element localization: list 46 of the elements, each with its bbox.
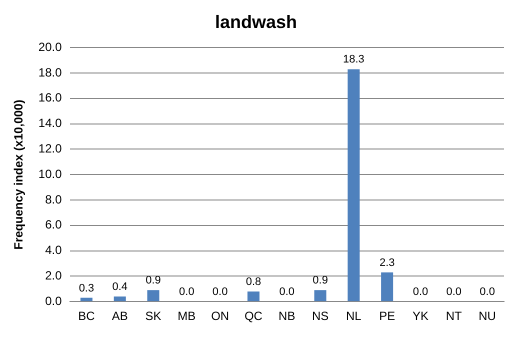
y-tick-label: 4.0 [45,243,62,258]
x-tick-label: ON [211,309,230,324]
bar [147,290,160,302]
chart-title: landwash [214,12,298,32]
y-tick-label: 16.0 [38,90,62,105]
y-tick-label: 2.0 [45,268,62,283]
data-label: 0.0 [412,286,428,298]
data-label: 0.8 [246,276,262,288]
x-tick-label: QC [244,309,263,324]
data-label: 0.0 [212,286,228,298]
x-tick-label: MB [178,309,196,324]
y-tick-label: 10.0 [38,166,62,181]
x-tick-label: NS [312,309,329,324]
x-tick-label: BC [78,309,96,324]
data-label: 0.0 [480,286,495,298]
y-tick-label: 20.0 [38,40,62,54]
y-tick-label: 6.0 [45,218,62,232]
x-tick-label: YK [412,309,428,324]
y-tick-label: 14.0 [38,116,62,130]
x-tick-label: SK [145,309,162,324]
bar [247,291,260,302]
x-tick-label: NT [446,309,463,324]
y-tick-label: 12.0 [38,142,62,156]
data-label: 0.0 [279,286,295,298]
bar [80,298,92,302]
data-label: 2.3 [379,256,395,269]
y-axis-title: Frequency index (x10,000) [12,100,26,250]
bar [348,69,360,302]
bar [381,272,394,302]
data-label: 0.9 [146,274,161,287]
x-tick-label: NL [346,309,362,324]
x-tick-label: AB [112,309,128,324]
x-tick-label: PE [379,309,396,324]
data-label: 0.3 [78,282,94,294]
x-tick-label: NB [278,309,296,324]
y-tick-label: 18.0 [38,65,62,80]
x-tick-label: NU [478,309,496,324]
data-label: 0.9 [312,274,328,287]
y-tick-label: 8.0 [45,192,62,206]
data-label: 0.4 [112,281,128,294]
bar [314,290,326,302]
data-label: 0.0 [446,286,462,298]
data-label: 18.3 [342,54,364,66]
y-tick-label: 0.0 [45,294,62,308]
bar [114,296,126,302]
data-label: 0.0 [179,286,194,298]
